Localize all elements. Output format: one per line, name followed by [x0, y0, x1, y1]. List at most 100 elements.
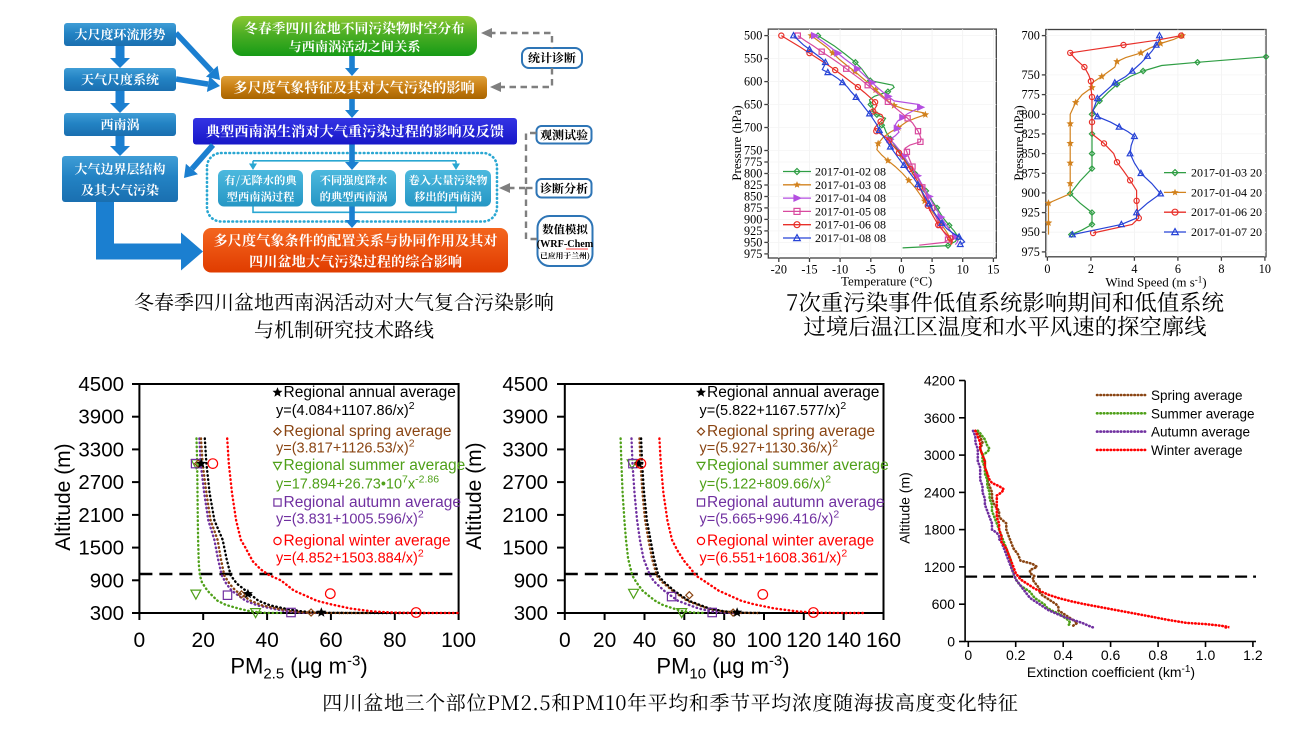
svg-text:0: 0 — [947, 634, 955, 650]
svg-text:60: 60 — [673, 629, 696, 652]
svg-text:0: 0 — [964, 647, 972, 663]
svg-text:y=(4.084+1107.86/x)2: y=(4.084+1107.86/x)2 — [276, 400, 415, 419]
svg-text:825: 825 — [744, 178, 762, 192]
svg-text:2017-01-08 08: 2017-01-08 08 — [815, 231, 886, 245]
svg-text:0.2: 0.2 — [1006, 647, 1026, 663]
svg-text:y=(5.927+1130.36/x)2: y=(5.927+1130.36/x)2 — [700, 438, 839, 457]
svg-text:300: 300 — [90, 602, 124, 625]
svg-text:2017-01-03 08: 2017-01-03 08 — [815, 178, 886, 192]
svg-text:y=(6.551+1608.361/x)2: y=(6.551+1608.361/x)2 — [700, 548, 848, 567]
svg-text:0.4: 0.4 — [1053, 647, 1073, 663]
svg-text:3900: 3900 — [78, 406, 124, 429]
svg-text:y=(5.122+809.66/x)2: y=(5.122+809.66/x)2 — [700, 474, 832, 493]
svg-text:2017-01-02 08: 2017-01-02 08 — [815, 165, 886, 179]
svg-text:100: 100 — [441, 629, 476, 652]
svg-text:1.0: 1.0 — [1196, 647, 1216, 663]
svg-text:120: 120 — [786, 629, 821, 652]
svg-text:Wind Speed (m s-1): Wind Speed (m s-1) — [1105, 275, 1206, 290]
svg-text:600: 600 — [932, 596, 956, 612]
svg-text:900: 900 — [744, 212, 762, 226]
svg-text:Regional spring average: Regional spring average — [707, 423, 875, 440]
svg-text:825: 825 — [1022, 127, 1040, 141]
svg-text:4500: 4500 — [502, 373, 548, 396]
svg-text:2700: 2700 — [502, 471, 548, 494]
svg-text:800: 800 — [744, 167, 762, 181]
svg-text:6: 6 — [1175, 262, 1181, 276]
svg-text:Temperature (°C): Temperature (°C) — [841, 274, 932, 289]
svg-text:Regional winter average: Regional winter average — [707, 533, 874, 550]
svg-text:40: 40 — [633, 629, 656, 652]
svg-text:0: 0 — [559, 629, 571, 652]
svg-text:5: 5 — [929, 263, 935, 277]
svg-text:Altitude (m): Altitude (m) — [52, 443, 75, 550]
svg-text:15: 15 — [987, 263, 999, 277]
svg-text:1800: 1800 — [924, 522, 955, 538]
svg-text:2017-01-04 08: 2017-01-04 08 — [815, 191, 886, 205]
svg-text:-10: -10 — [832, 263, 848, 277]
svg-text:Summer average: Summer average — [1151, 406, 1255, 421]
svg-text:1200: 1200 — [924, 559, 955, 575]
svg-text:925: 925 — [1022, 206, 1040, 220]
svg-text:4200: 4200 — [924, 373, 955, 389]
svg-text:875: 875 — [1022, 166, 1040, 180]
svg-text:20: 20 — [192, 629, 215, 652]
svg-text:Autumn average: Autumn average — [1151, 425, 1250, 440]
svg-text:2700: 2700 — [78, 471, 124, 494]
svg-text:3300: 3300 — [78, 438, 124, 461]
svg-text:0: 0 — [1044, 262, 1050, 276]
svg-text:Regional spring average: Regional spring average — [284, 423, 452, 440]
svg-text:Regional autumn average: Regional autumn average — [707, 494, 885, 511]
svg-text:-15: -15 — [801, 263, 817, 277]
svg-text:Winter average: Winter average — [1151, 443, 1243, 458]
svg-text:3600: 3600 — [924, 410, 955, 426]
svg-text:650: 650 — [744, 98, 762, 112]
svg-text:950: 950 — [744, 235, 762, 249]
svg-text:700: 700 — [1022, 29, 1040, 43]
svg-text:y=17.894+26.73•107x-2.86: y=17.894+26.73•107x-2.86 — [276, 474, 439, 493]
svg-text:2400: 2400 — [924, 484, 955, 500]
svg-text:Regional summer average: Regional summer average — [707, 457, 889, 474]
svg-text:3300: 3300 — [502, 438, 548, 461]
svg-text:2017-01-03 20: 2017-01-03 20 — [1191, 166, 1262, 180]
svg-text:(WRF-Chem: (WRF-Chem — [537, 239, 594, 250]
svg-text:1.2: 1.2 — [1243, 647, 1263, 663]
svg-text:Pressure (hPa): Pressure (hPa) — [1011, 105, 1026, 180]
svg-text:900: 900 — [514, 569, 548, 592]
svg-text:975: 975 — [744, 247, 762, 261]
svg-text:600: 600 — [744, 75, 762, 89]
svg-text:Altitude (m): Altitude (m) — [463, 442, 486, 549]
svg-text:40: 40 — [255, 629, 278, 652]
svg-text:1500: 1500 — [78, 537, 124, 560]
svg-text:750: 750 — [744, 144, 762, 158]
svg-text:4: 4 — [1131, 262, 1137, 276]
svg-text:Extinction coefficient (km-1): Extinction coefficient (km-1) — [1027, 664, 1195, 680]
svg-text:2017-01-06 08: 2017-01-06 08 — [815, 218, 886, 232]
svg-text:y=(5.822+1167.577/x)2: y=(5.822+1167.577/x)2 — [700, 400, 847, 419]
svg-text:y=(5.665+996.416/x)2: y=(5.665+996.416/x)2 — [700, 509, 840, 528]
svg-text:1500: 1500 — [502, 537, 548, 560]
svg-text:700: 700 — [744, 121, 762, 135]
svg-text:10: 10 — [957, 263, 969, 277]
svg-text:Regional winter average: Regional winter average — [284, 533, 451, 550]
svg-text:3000: 3000 — [924, 447, 955, 463]
svg-text:750: 750 — [1022, 68, 1040, 82]
svg-text:800: 800 — [1022, 107, 1040, 121]
svg-text:850: 850 — [1022, 147, 1040, 161]
svg-text:2100: 2100 — [78, 504, 124, 527]
svg-text:0: 0 — [134, 629, 146, 652]
svg-text:y=(4.852+1503.884/x)2: y=(4.852+1503.884/x)2 — [276, 548, 424, 567]
svg-text:Pressure (hPa): Pressure (hPa) — [729, 105, 744, 180]
svg-text:8: 8 — [1218, 262, 1224, 276]
svg-text:10: 10 — [1259, 262, 1271, 276]
svg-text:2017-01-04 20: 2017-01-04 20 — [1191, 185, 1262, 199]
svg-text:80: 80 — [713, 629, 736, 652]
svg-text:900: 900 — [1022, 186, 1040, 200]
svg-text:y=(3.831+1005.596/x)2: y=(3.831+1005.596/x)2 — [276, 509, 424, 528]
svg-text:PM2.5 (µg m-3): PM2.5 (µg m-3) — [230, 653, 367, 683]
svg-text:Altitude (m): Altitude (m) — [897, 472, 913, 544]
svg-text:850: 850 — [744, 190, 762, 204]
svg-text:2017-01-07 20: 2017-01-07 20 — [1191, 225, 1262, 239]
svg-text:4500: 4500 — [78, 373, 124, 396]
svg-text:160: 160 — [866, 629, 901, 652]
svg-text:300: 300 — [514, 602, 548, 625]
